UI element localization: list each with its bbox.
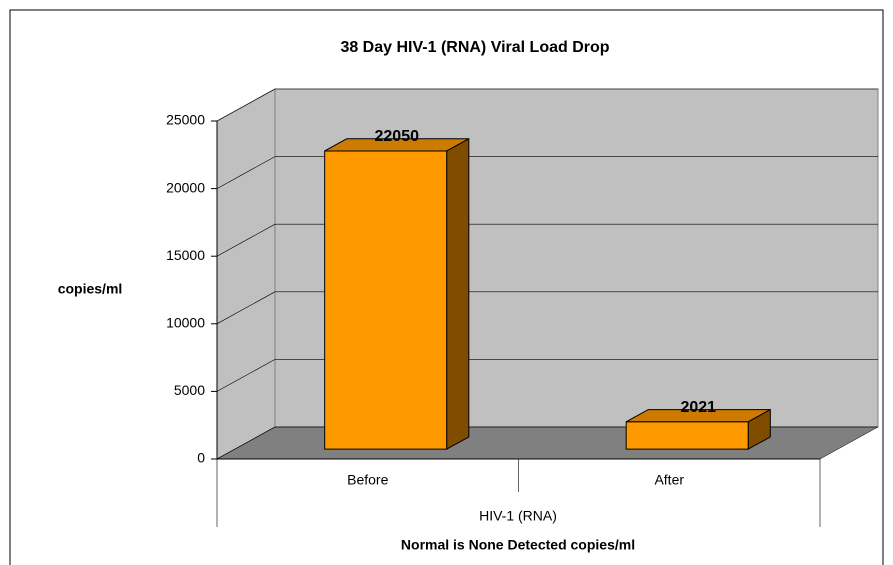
y-tick-label: 5000 [174, 382, 205, 398]
y-tick-label: 25000 [166, 112, 205, 128]
x-tick-label: After [654, 472, 684, 488]
chart-border [9, 9, 884, 565]
x-axis-title: Normal is None Detected copies/ml [401, 537, 635, 553]
y-tick-label: 20000 [166, 179, 205, 195]
bar-front [324, 150, 448, 450]
grid-line [216, 359, 276, 392]
grid-line [216, 426, 276, 460]
x-tick-label: Before [347, 472, 388, 488]
bar-side [446, 137, 470, 450]
side-wall [216, 88, 276, 460]
bar-front [625, 421, 749, 450]
grid-line [216, 291, 276, 325]
grid-line [216, 88, 276, 122]
floor [216, 426, 879, 460]
y-tick-label: 0 [197, 450, 205, 466]
y-tick-label: 15000 [166, 247, 205, 263]
y-axis-title: copies/ml [58, 281, 123, 297]
grid-line [216, 156, 276, 189]
chart-title: 38 Day HIV-1 (RNA) Viral Load Drop [340, 39, 609, 56]
value-label: 2021 [680, 399, 716, 416]
grid-line [216, 223, 276, 257]
bar-side [747, 408, 771, 450]
group-label: HIV-1 (RNA) [479, 508, 557, 524]
value-label: 22050 [375, 128, 420, 145]
y-tick-label: 10000 [166, 315, 205, 331]
